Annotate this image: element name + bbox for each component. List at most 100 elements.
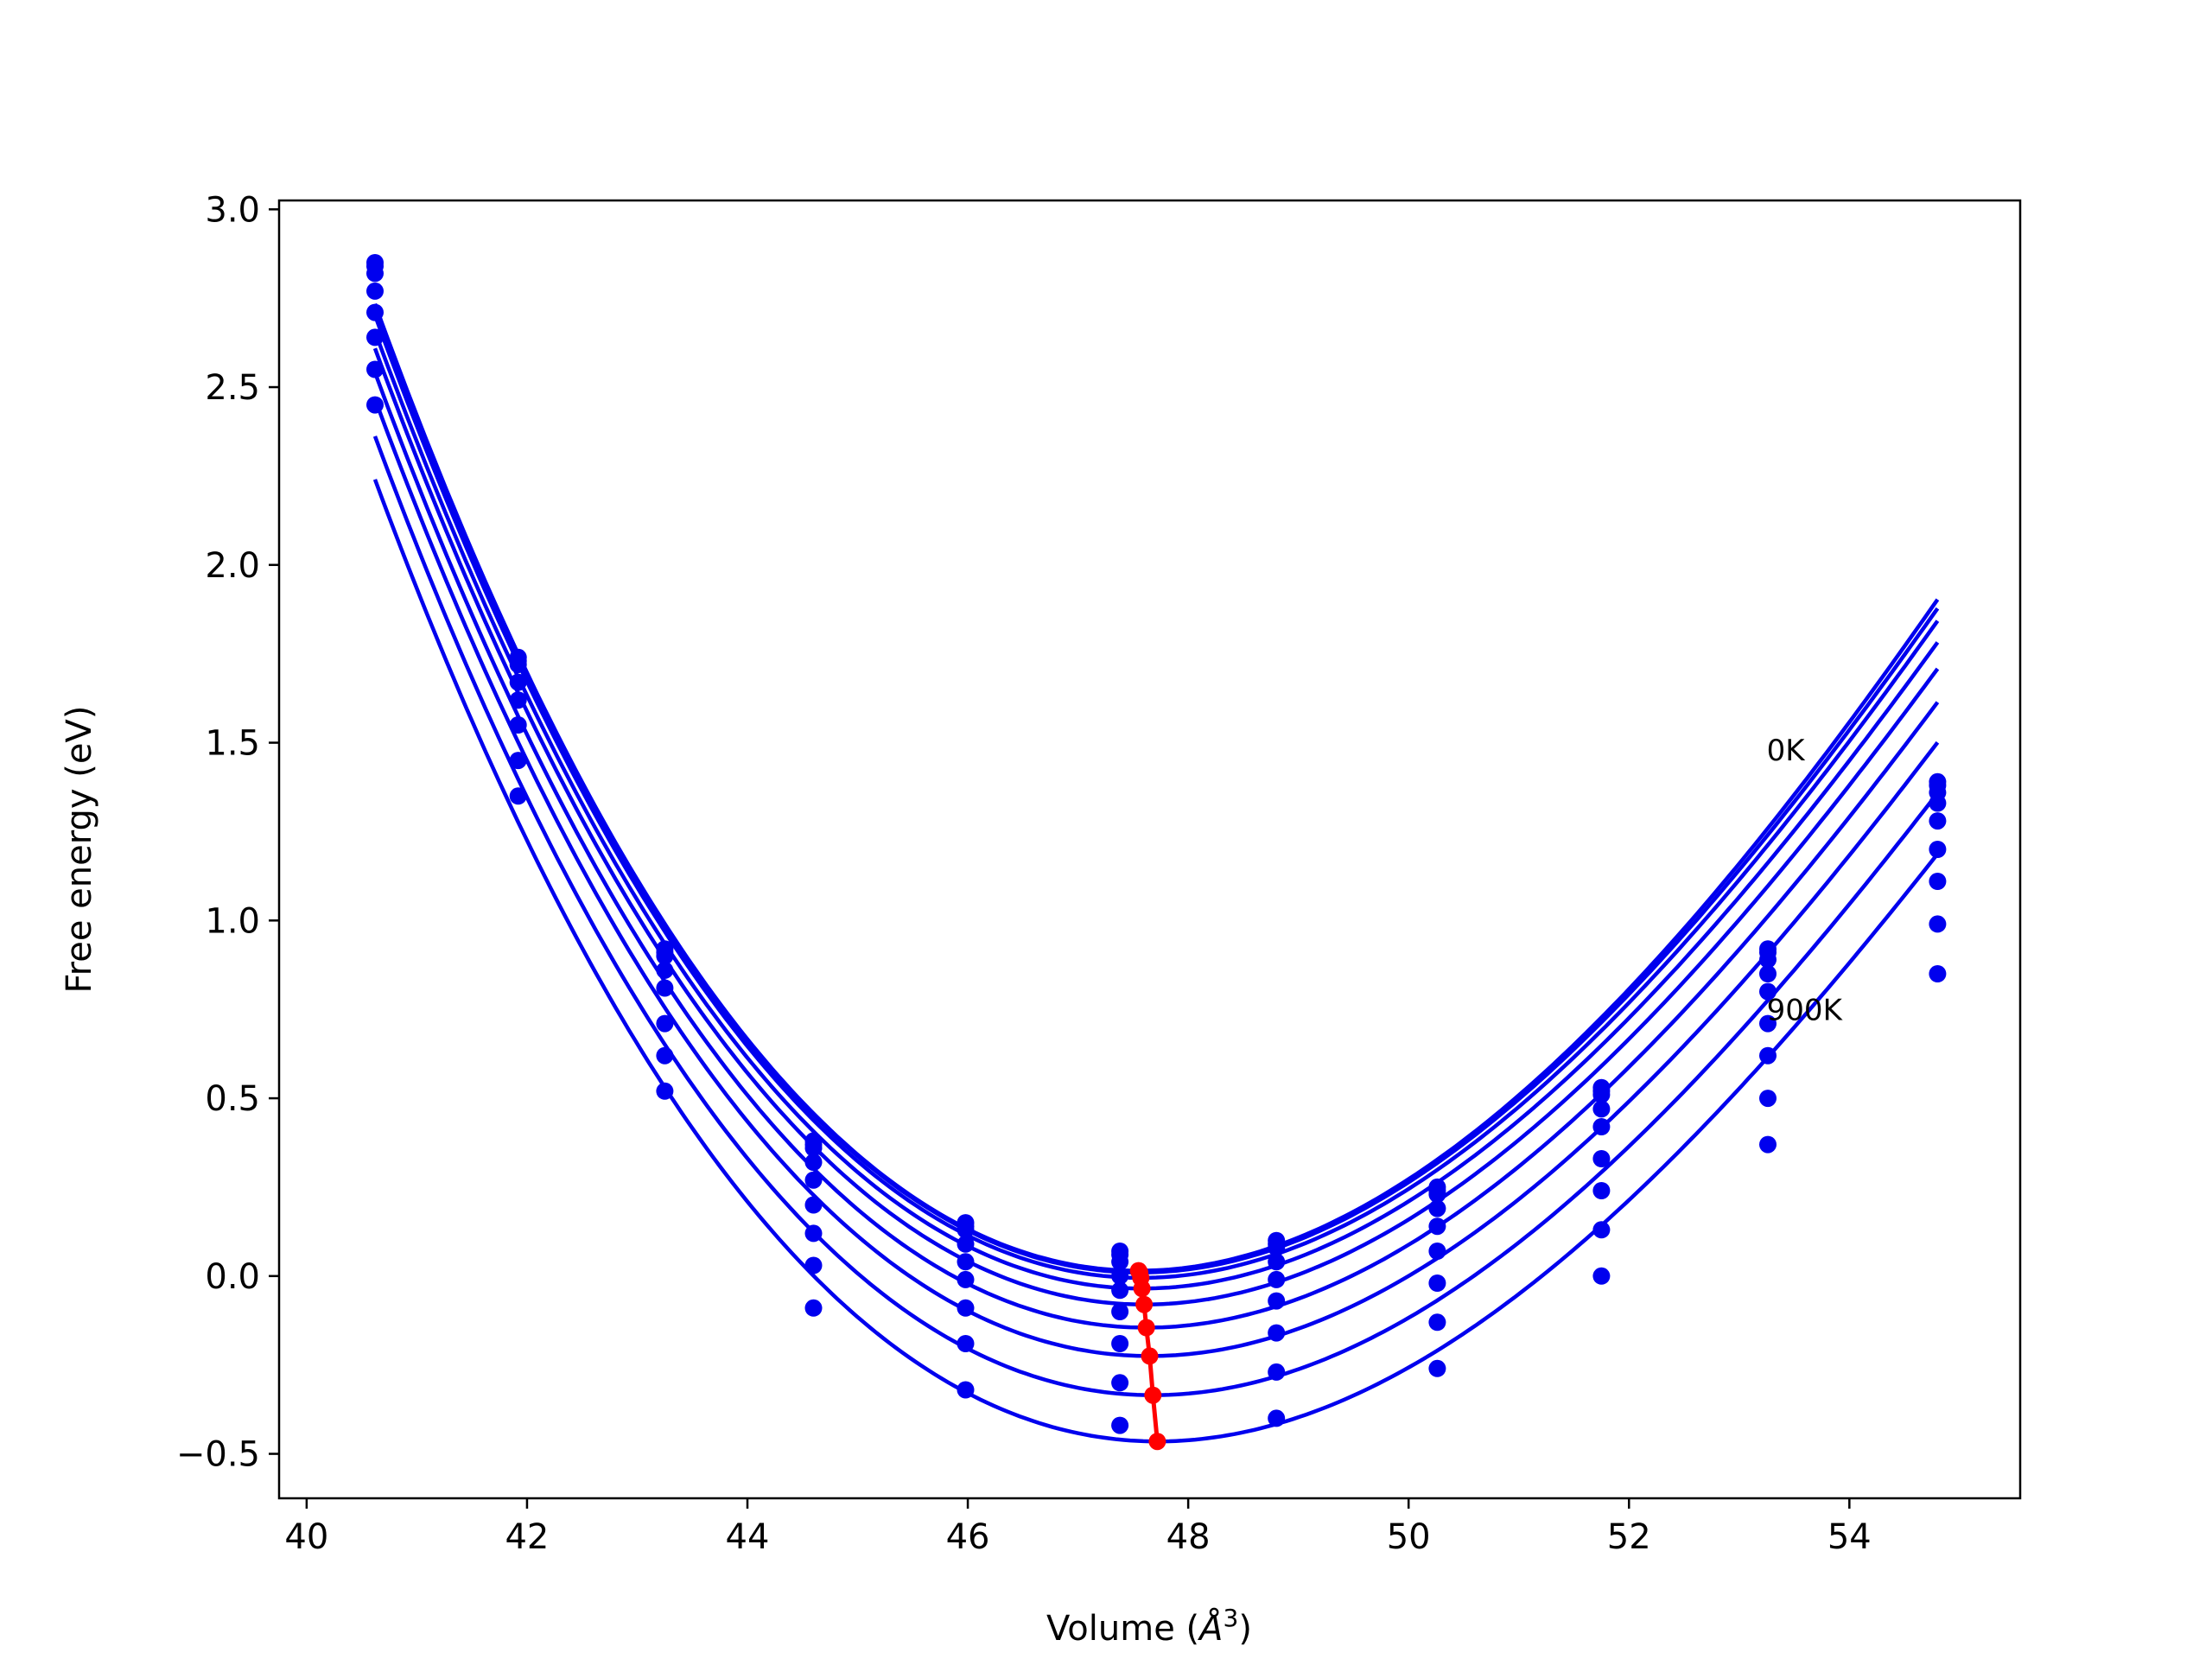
- data-point: [804, 1299, 823, 1317]
- y-tick-label: 0.5: [205, 1079, 260, 1119]
- y-axis: −0.5 0.0 0.5 1.0 1.5 2.0 2.5 3.0: [176, 190, 279, 1475]
- y-tick-label: 2.5: [205, 368, 260, 408]
- y-tick-label: 1.0: [205, 901, 260, 941]
- y-tick-label: 3.0: [205, 190, 260, 230]
- data-point: [804, 1256, 823, 1274]
- data-point: [1268, 1363, 1286, 1381]
- data-point: [957, 1235, 975, 1253]
- data-point: [1592, 1085, 1611, 1103]
- data-point: [656, 1014, 674, 1033]
- data-point: [509, 752, 527, 770]
- data-point: [1428, 1359, 1446, 1377]
- annotation-label: 900K: [1767, 994, 1844, 1028]
- data-point: [656, 947, 674, 965]
- y-tick-label: 1.5: [205, 724, 260, 764]
- x-tick-label: 52: [1607, 1517, 1651, 1557]
- minimum-point: [1141, 1347, 1159, 1365]
- minimum-point: [1148, 1433, 1166, 1451]
- data-point: [366, 264, 384, 283]
- data-point: [1111, 1374, 1129, 1392]
- data-point: [1592, 1221, 1611, 1239]
- y-tick-label: −0.5: [176, 1435, 260, 1475]
- data-point: [656, 1046, 674, 1065]
- x-tick-label: 40: [284, 1517, 328, 1557]
- x-tick-label: 54: [1827, 1517, 1872, 1557]
- annotation-label: 0K: [1767, 734, 1807, 768]
- data-point: [656, 979, 674, 997]
- data-point: [1759, 950, 1777, 969]
- minimum-point: [1137, 1319, 1155, 1337]
- data-point: [366, 303, 384, 321]
- y-axis-label: Free energy (eV): [60, 706, 99, 994]
- fit-curve-3: [372, 330, 1940, 1291]
- data-point: [804, 1196, 823, 1214]
- fit-curve-1: [372, 307, 1940, 1274]
- y-tick-label: 0.0: [205, 1257, 260, 1297]
- annotations: 0K 900K: [1767, 734, 1844, 1027]
- x-tick-label: 42: [505, 1517, 549, 1557]
- data-point: [1268, 1270, 1286, 1288]
- data-point: [1592, 1182, 1611, 1199]
- data-point: [366, 360, 384, 378]
- data-point: [1111, 1267, 1129, 1285]
- x-axis-label: Volume (Å3): [1046, 1604, 1252, 1649]
- fit-curve-2: [372, 315, 1940, 1281]
- data-point: [1592, 1150, 1611, 1167]
- data-point: [1929, 794, 1947, 812]
- data-point: [509, 673, 527, 691]
- data-point: [509, 691, 527, 709]
- data-point: [1428, 1313, 1446, 1332]
- x-tick-label: 48: [1166, 1517, 1211, 1557]
- data-point: [1111, 1416, 1129, 1434]
- data-point: [1111, 1281, 1129, 1300]
- data-point: [1929, 965, 1947, 982]
- x-axis-label-exponent: 3: [1224, 1604, 1239, 1632]
- data-point: [1592, 1100, 1611, 1118]
- data-point: [656, 961, 674, 979]
- data-point: [1111, 1335, 1129, 1352]
- data-point: [1759, 1135, 1777, 1154]
- data-point: [1268, 1292, 1286, 1310]
- data-point: [957, 1221, 975, 1239]
- x-tick-label: 44: [726, 1517, 770, 1557]
- x-axis: 40 42 44 46 48 50 52 54: [284, 1498, 1872, 1557]
- minima-series: [1129, 1262, 1166, 1451]
- data-point: [1759, 965, 1777, 982]
- data-point: [1759, 982, 1777, 1001]
- data-point: [1759, 1046, 1777, 1065]
- data-point: [1428, 1274, 1446, 1292]
- data-point: [804, 1224, 823, 1243]
- plot-frame: [277, 199, 2022, 1500]
- data-point: [957, 1253, 975, 1271]
- data-point: [1929, 915, 1947, 933]
- data-point: [366, 328, 384, 346]
- data-point: [1592, 1118, 1611, 1135]
- data-point: [1268, 1238, 1286, 1256]
- data-point: [1268, 1253, 1286, 1271]
- data-point: [957, 1270, 975, 1288]
- data-point: [1111, 1253, 1129, 1271]
- data-point: [1111, 1303, 1129, 1320]
- data-point: [1268, 1324, 1286, 1342]
- data-point: [1929, 841, 1947, 858]
- data-point: [957, 1381, 975, 1399]
- fit-curve-4: [372, 347, 1940, 1306]
- x-tick-label: 50: [1387, 1517, 1431, 1557]
- x-axis-label-close: ): [1238, 1609, 1252, 1649]
- data-point: [509, 787, 527, 805]
- data-point: [957, 1335, 975, 1352]
- data-point: [1428, 1243, 1446, 1260]
- y-tick-label: 2.0: [205, 546, 260, 586]
- data-point: [366, 282, 384, 300]
- fit-curve-5: [372, 372, 1940, 1330]
- data-point: [1759, 1090, 1777, 1108]
- data-points: [366, 254, 1947, 1434]
- data-point: [509, 656, 527, 673]
- data-point: [1268, 1409, 1286, 1427]
- data-point: [1428, 1199, 1446, 1217]
- data-point: [509, 716, 527, 734]
- data-point: [1428, 1217, 1446, 1236]
- data-point: [804, 1154, 823, 1172]
